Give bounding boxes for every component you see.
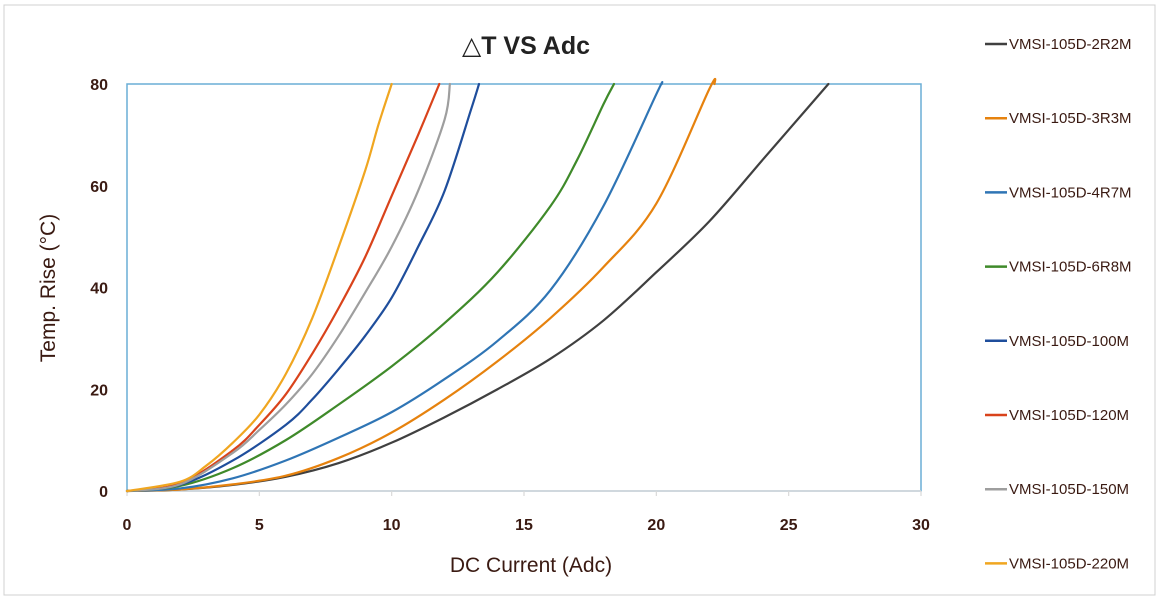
y-tick-label: 60 <box>90 179 108 196</box>
y-tick-label: 40 <box>90 281 108 298</box>
series-line-vmsi-105d-4r7m <box>125 80 664 493</box>
x-tick-label: 15 <box>515 517 533 534</box>
legend-item: VMSI-105D-3R3M <box>985 110 1132 127</box>
legend: VMSI-105D-2R2M VMSI-105D-3R3M VMSI-105D-4R… <box>985 36 1132 572</box>
x-tick-label: 0 <box>123 517 132 534</box>
series-line-vmsi-105d-150m <box>125 82 451 493</box>
legend-item: VMSI-105D-100M <box>985 333 1129 350</box>
figure-border <box>3 4 1156 596</box>
series-line-vmsi-105d-100m <box>125 82 481 493</box>
series-line-vmsi-105d-220m <box>125 82 393 493</box>
y-tick-label: 80 <box>90 77 108 94</box>
y-axis: 0 20 40 60 80 <box>90 77 108 501</box>
chart-title: △T VS Adc <box>462 32 590 60</box>
y-tick-label: 0 <box>99 484 108 501</box>
legend-label: VMSI-105D-100M <box>1009 333 1129 350</box>
legend-label: VMSI-105D-4R7M <box>1009 184 1132 201</box>
legend-label: VMSI-105D-150M <box>1009 481 1129 498</box>
series-lines <box>125 77 830 493</box>
legend-item: VMSI-105D-150M <box>985 481 1129 498</box>
legend-item: VMSI-105D-4R7M <box>985 184 1132 201</box>
x-tick-label: 5 <box>255 517 264 534</box>
x-tick-label: 20 <box>647 517 665 534</box>
legend-label: VMSI-105D-120M <box>1009 407 1129 424</box>
legend-label: VMSI-105D-6R8M <box>1009 259 1132 276</box>
legend-label: VMSI-105D-3R3M <box>1009 110 1132 127</box>
legend-label: VMSI-105D-2R2M <box>1009 36 1132 53</box>
x-tick-label: 10 <box>383 517 401 534</box>
legend-item: VMSI-105D-220M <box>985 555 1129 572</box>
x-axis: 0 5 10 15 20 25 30 <box>123 490 930 534</box>
x-tick-label: 30 <box>912 517 930 534</box>
x-tick-label: 25 <box>780 517 798 534</box>
y-tick-label: 20 <box>90 382 108 399</box>
legend-label: VMSI-105D-220M <box>1009 555 1129 572</box>
legend-item: VMSI-105D-120M <box>985 407 1129 424</box>
legend-item: VMSI-105D-2R2M <box>985 36 1132 53</box>
legend-item: VMSI-105D-6R8M <box>985 259 1132 276</box>
series-line-vmsi-105d-3r3m <box>125 77 717 493</box>
series-line-vmsi-105d-120m <box>125 82 441 493</box>
y-axis-title: Temp. Rise (°C) <box>37 214 60 362</box>
series-line-vmsi-105d-6r8m <box>125 82 616 493</box>
x-axis-title: DC Current (Adc) <box>450 554 612 577</box>
